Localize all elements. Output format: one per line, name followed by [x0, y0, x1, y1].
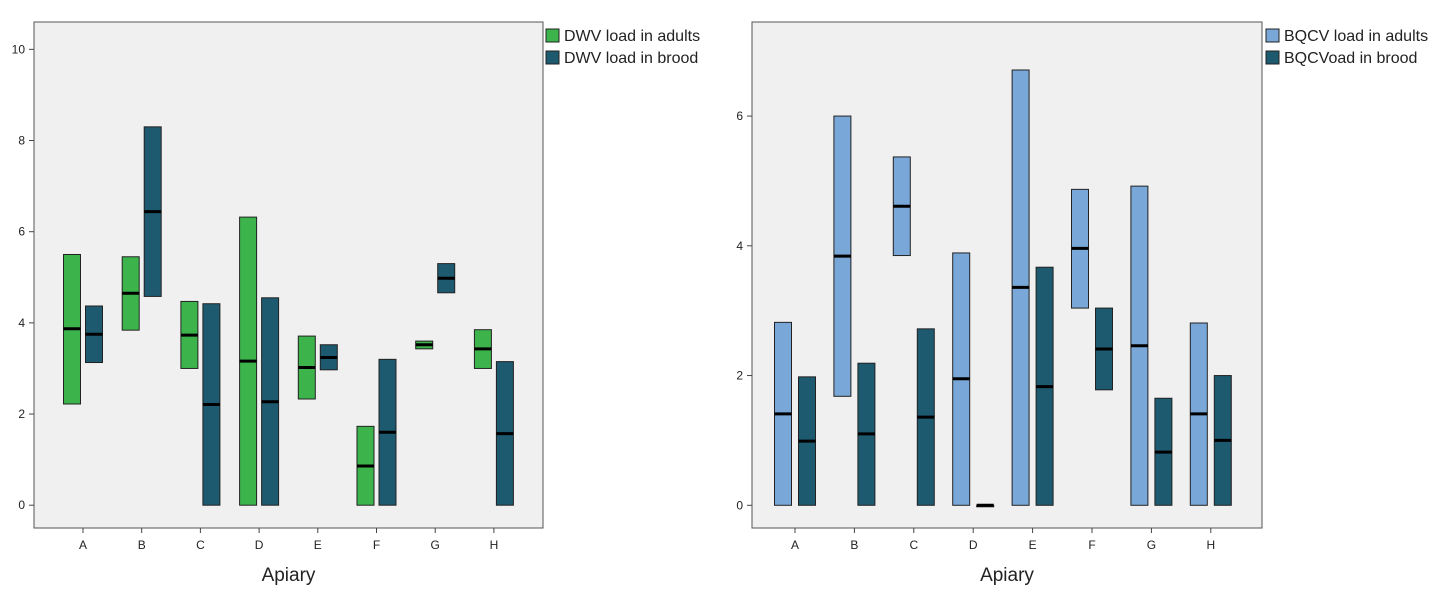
x-tick-label-E: E — [1029, 538, 1037, 552]
series-1 — [63, 216, 492, 506]
y-tick-label: 4 — [736, 239, 743, 253]
chart-2: 0 2 4 6 A B C D E F G H Apiary BQCV load in adults BQC… — [736, 21, 1428, 586]
y-tick-label: 6 — [18, 225, 25, 239]
x-axis-title: Apiary — [980, 565, 1034, 586]
y-tick-label: 8 — [18, 134, 25, 148]
plot-area — [33, 21, 544, 529]
x-tick-label-C: C — [196, 538, 205, 552]
x-tick-label-E: E — [314, 538, 322, 552]
series-1 — [774, 69, 1208, 506]
legend-swatch-1 — [545, 28, 560, 43]
x-tick-label-G: G — [1147, 538, 1156, 552]
plot-area — [751, 21, 1263, 529]
y-tick-label: 6 — [736, 109, 743, 123]
x-tick-label-C: C — [909, 538, 918, 552]
x-tick-label-A: A — [79, 538, 87, 552]
x-tick-label-D: D — [969, 538, 978, 552]
y-tick-label: 0 — [736, 498, 743, 512]
x-tick-label-G: G — [431, 538, 440, 552]
x-tick-label-F: F — [373, 538, 380, 552]
x-tick-label-B: B — [850, 538, 858, 552]
x-axis-title: Apiary — [262, 565, 316, 586]
y-tick-label: 0 — [18, 498, 25, 512]
y-tick-label: 10 — [12, 42, 26, 56]
legend-label-2: DWV load in brood — [564, 50, 698, 67]
legend-label-1: BQCV load in adults — [1284, 28, 1428, 45]
legend-swatch-1 — [1265, 28, 1280, 43]
x-tick-label-F: F — [1088, 538, 1095, 552]
legend-label-1: DWV load in adults — [564, 28, 700, 45]
chart-1: 0 2 4 6 8 10 A B C D E F G H Apiary DWV load in adults D… — [12, 21, 700, 586]
y-tick-label: 4 — [18, 316, 25, 330]
y-tick-label: 2 — [18, 407, 25, 421]
x-tick-label-A: A — [791, 538, 799, 552]
series-2 — [798, 266, 1232, 508]
series-2 — [85, 126, 514, 506]
x-tick-label-B: B — [138, 538, 146, 552]
x-tick-label-H: H — [1206, 538, 1215, 552]
legend-label-2: BQCVoad in brood — [1284, 50, 1417, 67]
legend-swatch-2 — [545, 50, 560, 65]
y-tick-label: 2 — [736, 369, 743, 383]
legend-swatch-2 — [1265, 50, 1280, 65]
x-tick-label-H: H — [490, 538, 499, 552]
x-tick-label-D: D — [255, 538, 264, 552]
